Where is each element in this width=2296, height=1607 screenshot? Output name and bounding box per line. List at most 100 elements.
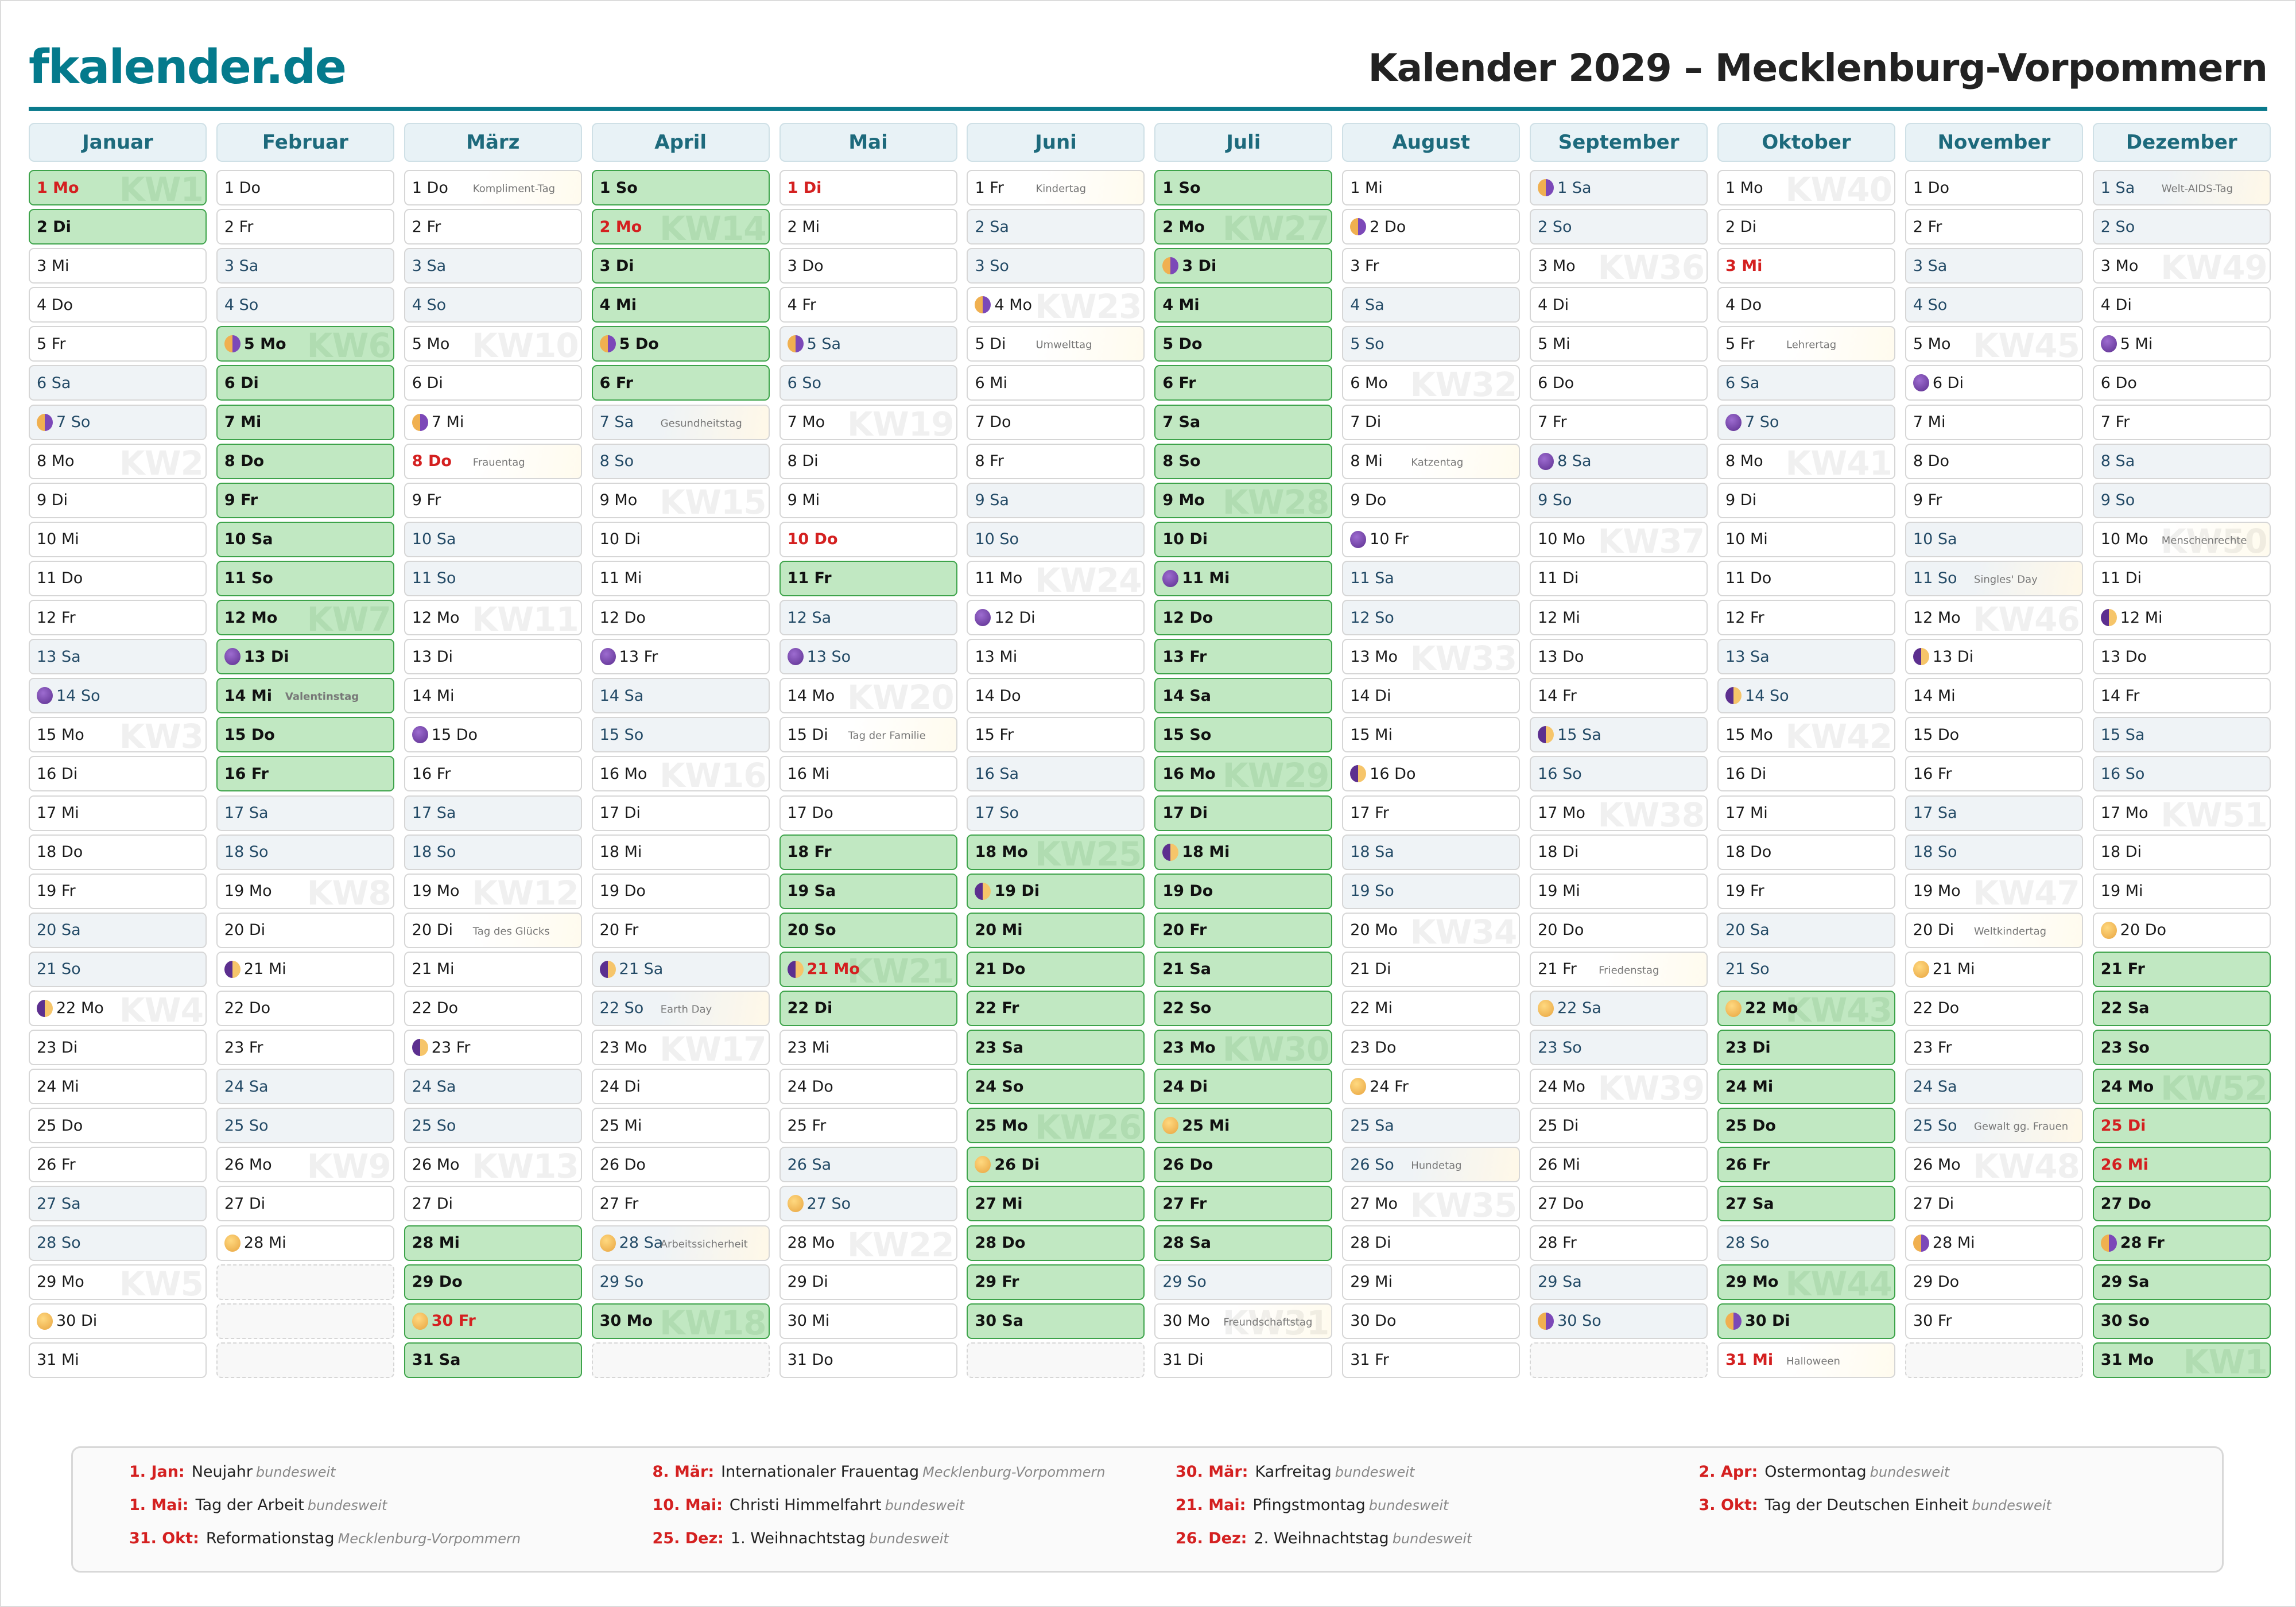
day-cell[interactable]: 18 Do <box>29 834 207 870</box>
day-cell[interactable]: 28 So <box>29 1225 207 1261</box>
day-cell[interactable]: 13 Fr <box>1154 639 1333 675</box>
day-cell[interactable]: 12 Sa <box>779 600 957 636</box>
day-cell[interactable]: 20 So <box>779 912 957 948</box>
day-cell[interactable]: 28 Mo KW22 <box>779 1225 957 1261</box>
day-cell[interactable]: 15 Do <box>216 717 394 753</box>
day-cell[interactable]: 12 Do <box>1154 600 1333 636</box>
day-cell[interactable]: 7 Mi <box>1905 404 2083 440</box>
day-cell[interactable]: 11 So <box>404 560 582 596</box>
day-cell[interactable]: 24 Mi <box>29 1069 207 1105</box>
day-cell[interactable]: 24 Sa <box>1905 1069 2083 1105</box>
day-cell[interactable]: 6 Fr <box>591 365 770 401</box>
day-cell[interactable]: 11 Mi <box>1154 560 1333 596</box>
day-cell[interactable]: 9 Mo KW28 <box>1154 482 1333 518</box>
day-cell[interactable]: 12 Di <box>967 600 1145 636</box>
day-cell[interactable]: 1 Mo KW40 <box>1717 170 1896 205</box>
day-cell[interactable]: 1 Mi <box>1342 170 1521 205</box>
day-cell[interactable]: 21 Do <box>967 951 1145 987</box>
day-cell[interactable]: 17 Mo KW51 <box>2092 795 2271 831</box>
day-cell[interactable]: 10 Di <box>591 521 770 557</box>
day-cell[interactable]: 29 Mi <box>1342 1264 1521 1300</box>
day-cell[interactable]: 25 So <box>216 1108 394 1144</box>
day-cell[interactable]: 16 Mo KW16 <box>591 756 770 792</box>
day-cell[interactable]: 24 Do <box>779 1069 957 1105</box>
day-cell[interactable]: 26 Mo KW48 <box>1905 1147 2083 1183</box>
day-cell[interactable]: 5 Mi <box>1530 326 1708 362</box>
day-cell[interactable]: 4 So <box>216 287 394 323</box>
day-cell[interactable]: 17 Do <box>779 795 957 831</box>
day-cell[interactable]: 24 Di <box>591 1069 770 1105</box>
day-cell[interactable]: 19 Mo KW12 <box>404 873 582 909</box>
day-cell[interactable]: 26 Sa <box>779 1147 957 1183</box>
day-cell[interactable]: 16 Do <box>1342 756 1521 792</box>
day-cell[interactable]: 8 Do <box>216 443 394 479</box>
day-cell[interactable]: 10 Fr <box>1342 521 1521 557</box>
day-cell[interactable]: 28 Do <box>967 1225 1145 1261</box>
day-cell[interactable]: 26 Mo KW9 <box>216 1147 394 1183</box>
day-cell[interactable]: 11 So <box>216 560 394 596</box>
day-cell[interactable]: 17 Mi <box>1717 795 1896 831</box>
day-cell[interactable]: 5 Di Umwelttag <box>967 326 1145 362</box>
day-cell[interactable]: 19 Do <box>1154 873 1333 909</box>
day-cell[interactable]: 9 Fr <box>1905 482 2083 518</box>
day-cell[interactable]: 13 Do <box>1530 639 1708 675</box>
day-cell[interactable]: 10 Mo Menschenrechte KW50 <box>2092 521 2271 557</box>
day-cell[interactable]: 7 So <box>1717 404 1896 440</box>
day-cell[interactable]: 18 Do <box>1717 834 1896 870</box>
day-cell[interactable]: 2 Fr <box>1905 209 2083 245</box>
day-cell[interactable]: 31 Mi <box>29 1342 207 1378</box>
day-cell[interactable]: 7 Sa <box>1154 404 1333 440</box>
day-cell[interactable]: 30 Mi <box>779 1303 957 1339</box>
day-cell[interactable]: 7 Sa Gesundheitstag <box>591 404 770 440</box>
day-cell[interactable]: 14 Sa <box>1154 678 1333 714</box>
day-cell[interactable]: 5 Mo KW6 <box>216 326 394 362</box>
day-cell[interactable]: 8 Sa <box>2092 443 2271 479</box>
day-cell[interactable]: 8 So <box>591 443 770 479</box>
day-cell[interactable]: 2 Mo KW27 <box>1154 209 1333 245</box>
day-cell[interactable]: 28 Sa Arbeitssicherheit <box>591 1225 770 1261</box>
day-cell[interactable]: 14 Do <box>967 678 1145 714</box>
day-cell[interactable]: 5 Fr <box>29 326 207 362</box>
day-cell[interactable]: 15 So <box>591 717 770 753</box>
day-cell[interactable]: 3 Mo KW49 <box>2092 248 2271 284</box>
day-cell[interactable]: 23 Di <box>29 1030 207 1066</box>
day-cell[interactable]: 20 Di <box>216 912 394 948</box>
day-cell[interactable]: 25 So Gewalt gg. Frauen <box>1905 1108 2083 1144</box>
day-cell[interactable]: 3 Mi <box>29 248 207 284</box>
day-cell[interactable]: 25 So <box>404 1108 582 1144</box>
day-cell[interactable]: 28 Sa <box>1154 1225 1333 1261</box>
day-cell[interactable]: 26 Mi <box>2092 1147 2271 1183</box>
day-cell[interactable]: 15 Mi <box>1342 717 1521 753</box>
day-cell[interactable]: 28 Mi <box>404 1225 582 1261</box>
day-cell[interactable]: 27 Mi <box>967 1186 1145 1222</box>
day-cell[interactable]: 30 Do <box>1342 1303 1521 1339</box>
day-cell[interactable]: 21 Fr <box>2092 951 2271 987</box>
day-cell[interactable]: 16 Fr <box>216 756 394 792</box>
day-cell[interactable]: 10 Sa <box>216 521 394 557</box>
day-cell[interactable]: 20 Fr <box>591 912 770 948</box>
day-cell[interactable]: 27 Do <box>1530 1186 1708 1222</box>
day-cell[interactable]: 12 So <box>1342 600 1521 636</box>
day-cell[interactable]: 15 Mo KW42 <box>1717 717 1896 753</box>
day-cell[interactable]: 6 Do <box>2092 365 2271 401</box>
day-cell[interactable]: 22 Mi <box>1342 990 1521 1026</box>
day-cell[interactable]: 2 Fr <box>216 209 394 245</box>
day-cell[interactable]: 30 Mo KW18 <box>591 1303 770 1339</box>
day-cell[interactable]: 1 Fr Kindertag <box>967 170 1145 205</box>
day-cell[interactable]: 15 Fr <box>967 717 1145 753</box>
day-cell[interactable]: 26 Di <box>967 1147 1145 1183</box>
day-cell[interactable]: 4 Do <box>29 287 207 323</box>
day-cell[interactable]: 24 Sa <box>216 1069 394 1105</box>
day-cell[interactable]: 10 Sa <box>1905 521 2083 557</box>
day-cell[interactable]: 22 Di <box>779 990 957 1026</box>
day-cell[interactable]: 14 Sa <box>591 678 770 714</box>
day-cell[interactable]: 9 So <box>2092 482 2271 518</box>
day-cell[interactable]: 24 Di <box>1154 1069 1333 1105</box>
day-cell[interactable]: 20 Mi <box>967 912 1145 948</box>
day-cell[interactable]: 5 Mi <box>2092 326 2271 362</box>
day-cell[interactable]: 22 So Earth Day <box>591 990 770 1026</box>
day-cell[interactable]: 5 Sa <box>779 326 957 362</box>
day-cell[interactable]: 8 Sa <box>1530 443 1708 479</box>
day-cell[interactable]: 1 Di <box>779 170 957 205</box>
day-cell[interactable]: 25 Mi <box>591 1108 770 1144</box>
